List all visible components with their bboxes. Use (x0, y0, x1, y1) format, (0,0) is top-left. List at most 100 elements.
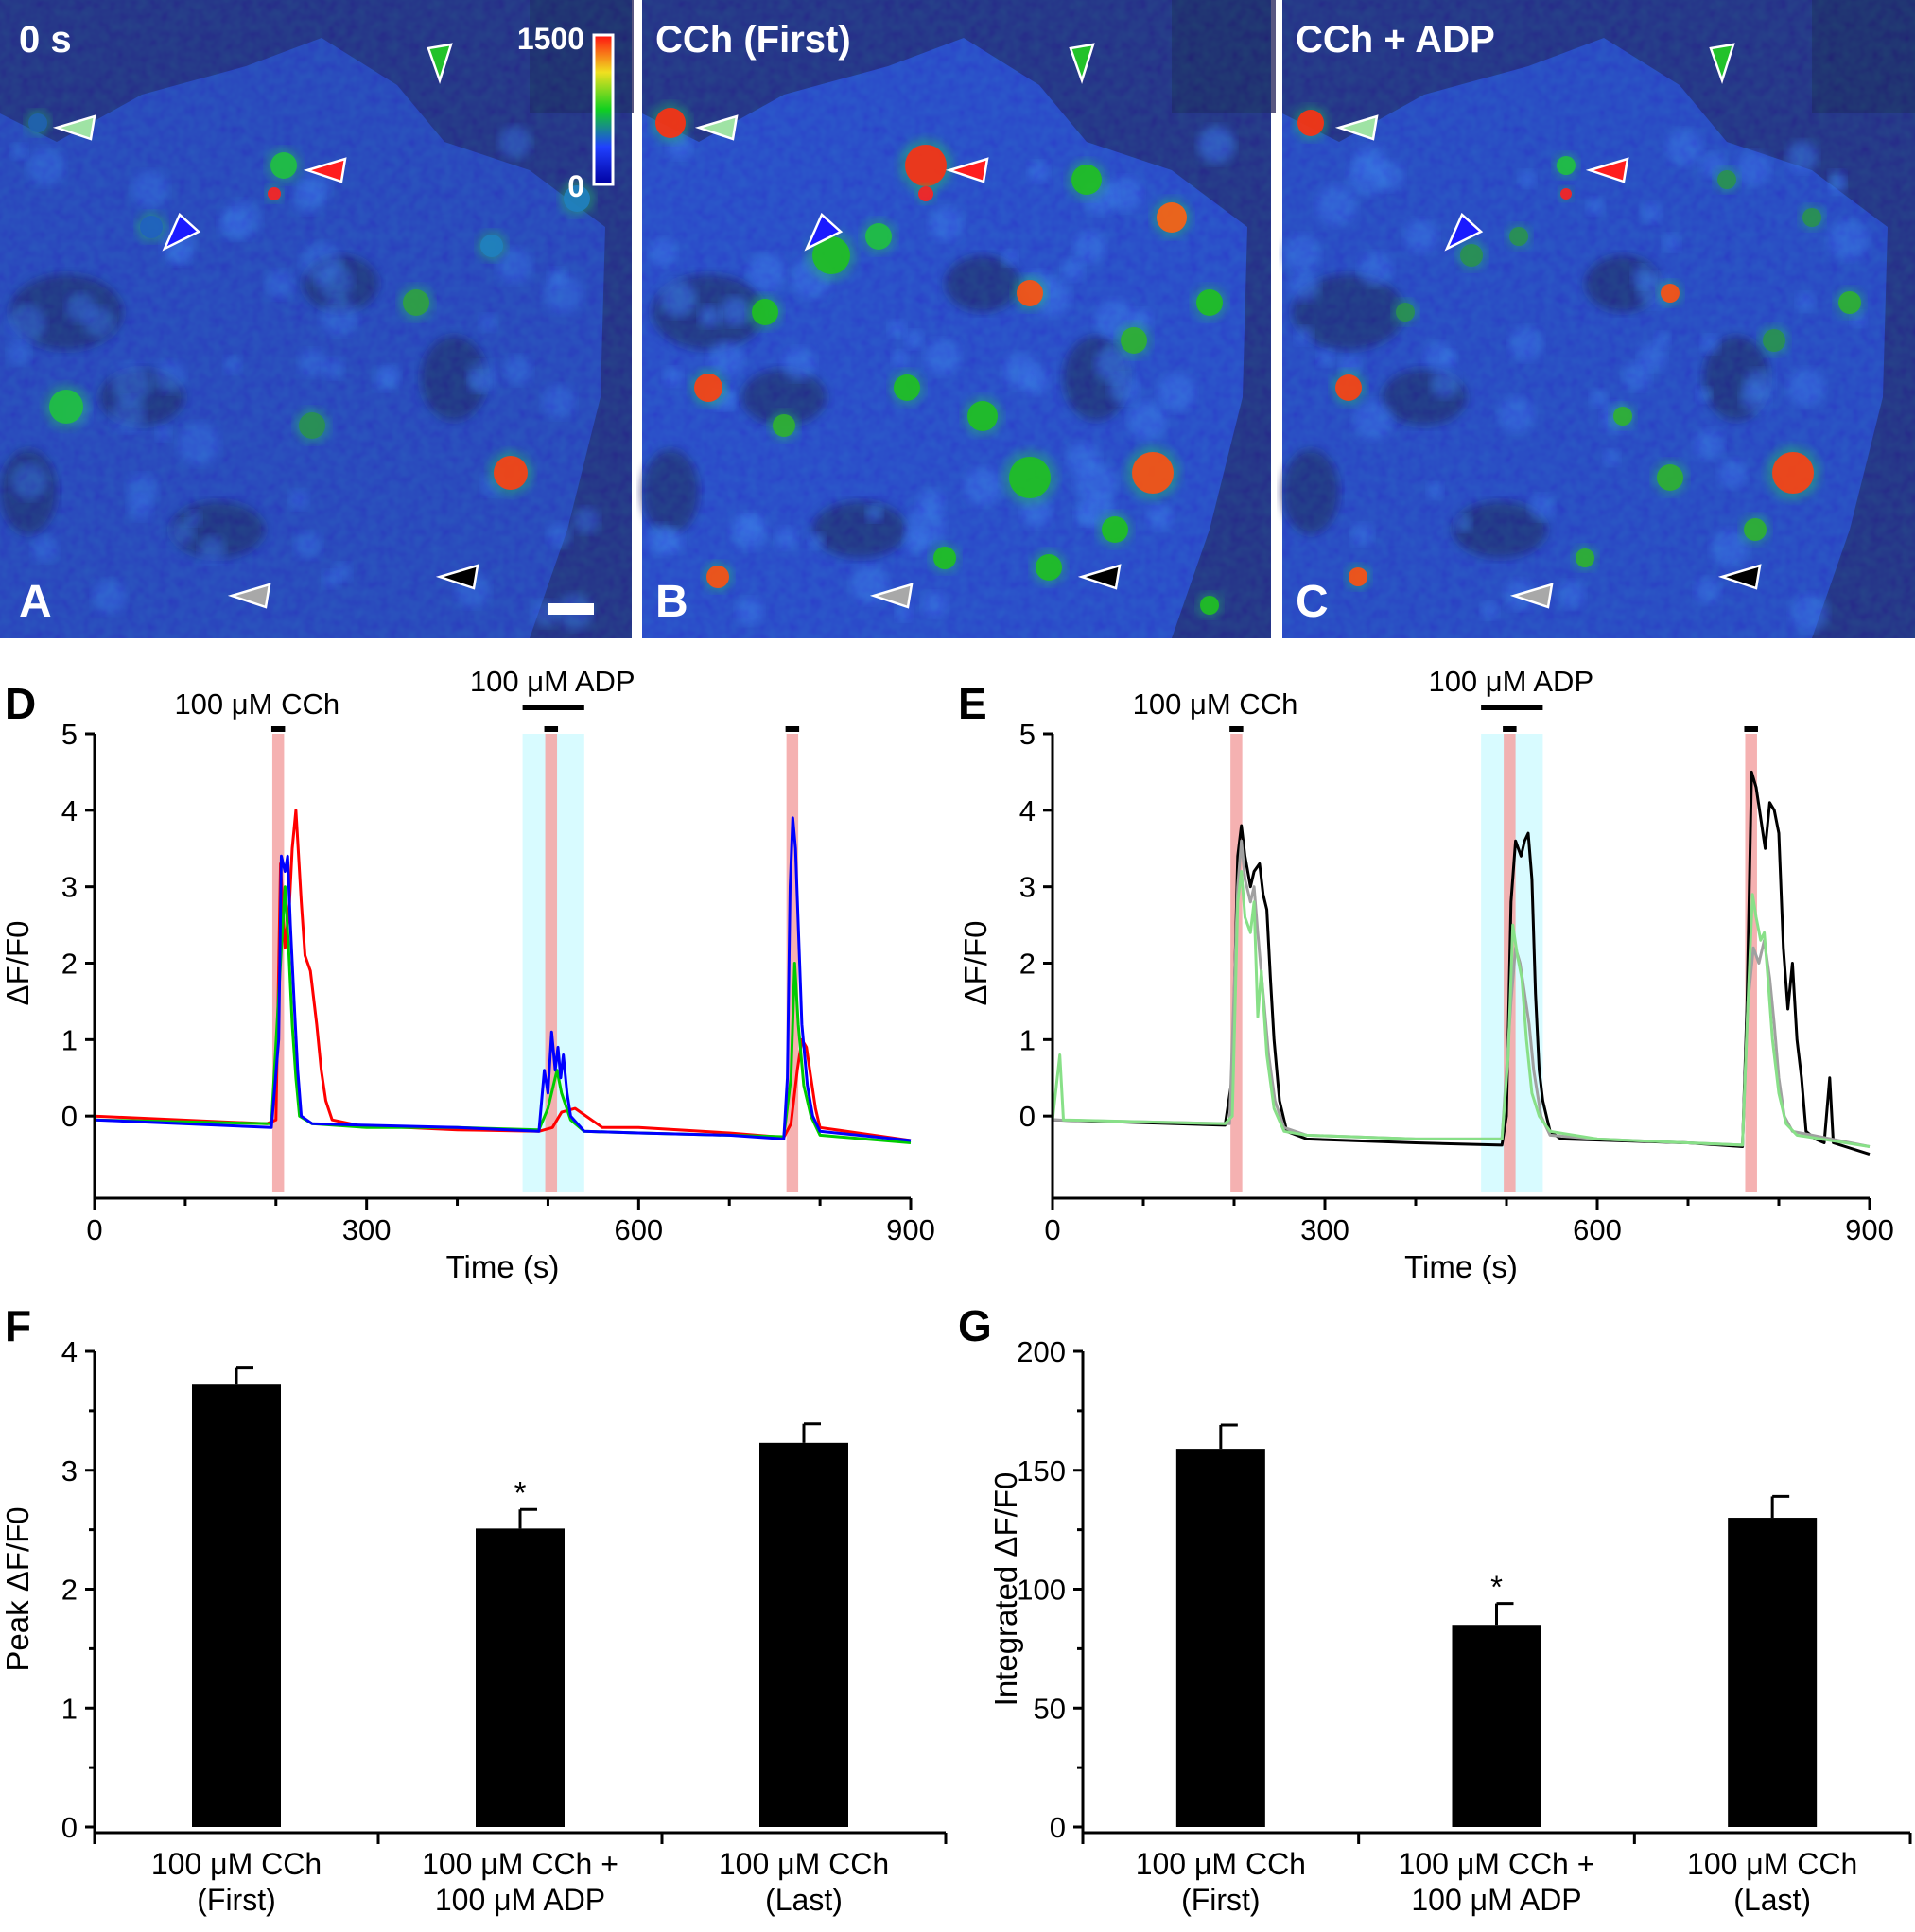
significance-marker: * (514, 1475, 527, 1510)
bar (476, 1528, 565, 1827)
blue-arrowhead-icon (1444, 212, 1484, 252)
arrowheads (52, 43, 479, 609)
cch-bar-marker (1229, 726, 1244, 732)
x-tick-label: 900 (1845, 1213, 1894, 1246)
cell-body (1121, 327, 1147, 354)
adp-bar-marker (1481, 705, 1543, 710)
panel-letter: G (958, 1301, 992, 1350)
cell-bodies (1293, 105, 1865, 589)
category-label: (First) (1181, 1883, 1261, 1917)
image-panel-c: CCh + ADP C (1282, 0, 1915, 638)
speckle-texture (642, 0, 1271, 638)
cell-body (1396, 303, 1415, 322)
x-tick-label: 0 (86, 1213, 102, 1246)
category-label: (Last) (765, 1883, 843, 1917)
bar (1175, 1449, 1265, 1827)
cell-body (1613, 407, 1632, 426)
y-tick-label: 2 (1019, 948, 1036, 981)
arrowheads (1334, 43, 1762, 609)
category-label: 100 μM CCh (719, 1847, 889, 1881)
cell-body (894, 374, 920, 401)
cell-body (773, 414, 795, 437)
cell-body (967, 401, 998, 431)
cell-body (933, 547, 956, 569)
category-label: 100 μM CCh (1136, 1847, 1306, 1881)
cell-body (1009, 457, 1051, 498)
y-axis-title: Integrated ΔF/F0 (988, 1472, 1023, 1707)
x-tick-label: 600 (614, 1213, 663, 1246)
cell-body (865, 223, 892, 250)
panel-letter: F (5, 1301, 31, 1350)
cell-body (1200, 596, 1219, 615)
bar (759, 1442, 848, 1827)
panel-letter-b: B (655, 577, 688, 627)
y-tick-label: 4 (61, 794, 78, 827)
scale-bar (548, 603, 594, 615)
y-tick-label: 3 (61, 1454, 78, 1488)
y-tick-label: 0 (1019, 1100, 1036, 1133)
x-tick-label: 0 (1044, 1213, 1060, 1246)
category-label: (First) (197, 1883, 276, 1917)
panel-letter: E (958, 679, 987, 728)
gray-arrowhead-icon (869, 583, 914, 609)
cell-body (918, 186, 933, 201)
cell-body (706, 566, 729, 588)
cell-body (1297, 110, 1324, 136)
cell-bodies (26, 111, 595, 496)
cell-body (564, 185, 590, 212)
cell-body (140, 216, 163, 238)
y-axis-title: ΔF/F0 (0, 921, 35, 1006)
category-label: (Last) (1733, 1883, 1811, 1917)
black-arrowhead-icon (1717, 564, 1762, 590)
y-tick-label: 5 (61, 718, 78, 751)
y-tick-label: 0 (61, 1811, 78, 1844)
cell-body (28, 113, 47, 132)
significance-marker: * (1490, 1570, 1503, 1605)
y-tick-label: 3 (61, 871, 78, 904)
cch-bar-marker (1744, 726, 1758, 732)
adp-annotation: 100 μM ADP (470, 665, 635, 698)
cch-bar-marker (270, 726, 286, 732)
bar (1452, 1625, 1541, 1827)
adp-annotation: 100 μM ADP (1428, 665, 1593, 698)
cell-body (1335, 374, 1362, 401)
cell-body (49, 390, 83, 424)
cell-body (1460, 244, 1483, 267)
cell-body (1657, 464, 1683, 491)
blue-arrowhead-icon (804, 212, 844, 252)
series-blue-line (94, 816, 912, 1142)
cell-body (655, 108, 686, 138)
y-tick-label: 2 (61, 948, 78, 981)
cell-body (270, 152, 297, 179)
cell-body (1717, 170, 1736, 189)
black-arrowhead-icon (1077, 564, 1122, 590)
series-light-green-line (1051, 870, 1871, 1148)
image-label-b: CCh (First) (655, 19, 851, 61)
cell-body (1576, 548, 1594, 567)
adp-bar-marker (522, 705, 584, 710)
cell-body (905, 145, 947, 186)
red-arrowhead-icon (303, 157, 347, 183)
cell-body (1557, 156, 1576, 175)
y-tick-label: 2 (61, 1574, 78, 1607)
black-arrowhead-icon (435, 564, 479, 590)
image-label-a: 0 s (19, 19, 72, 61)
image-label-c: CCh + ADP (1296, 19, 1495, 61)
cell-body (694, 374, 722, 402)
cell-body (1802, 208, 1821, 227)
x-axis-title: Time (s) (1404, 1249, 1518, 1284)
category-label: 100 μM CCh + (1399, 1847, 1595, 1881)
cell-body (1349, 567, 1367, 586)
image-panel-b: CCh (First) B (642, 0, 1276, 638)
green-arrowhead-icon (427, 43, 453, 84)
cell-body (1772, 452, 1814, 494)
y-tick-label: 0 (61, 1100, 78, 1133)
series-black-line (1052, 770, 1871, 1157)
x-tick-label: 300 (342, 1213, 392, 1246)
chart-e: E 100 μM CCh 100 μM ADP 0 1 2 3 4 5 0 300 600 900 Tim… (958, 665, 1894, 1284)
red-arrowhead-icon (945, 157, 989, 183)
cell-body (1560, 188, 1572, 200)
y-axis-title: ΔF/F0 (958, 921, 993, 1006)
y-tick-label: 4 (61, 1335, 78, 1368)
